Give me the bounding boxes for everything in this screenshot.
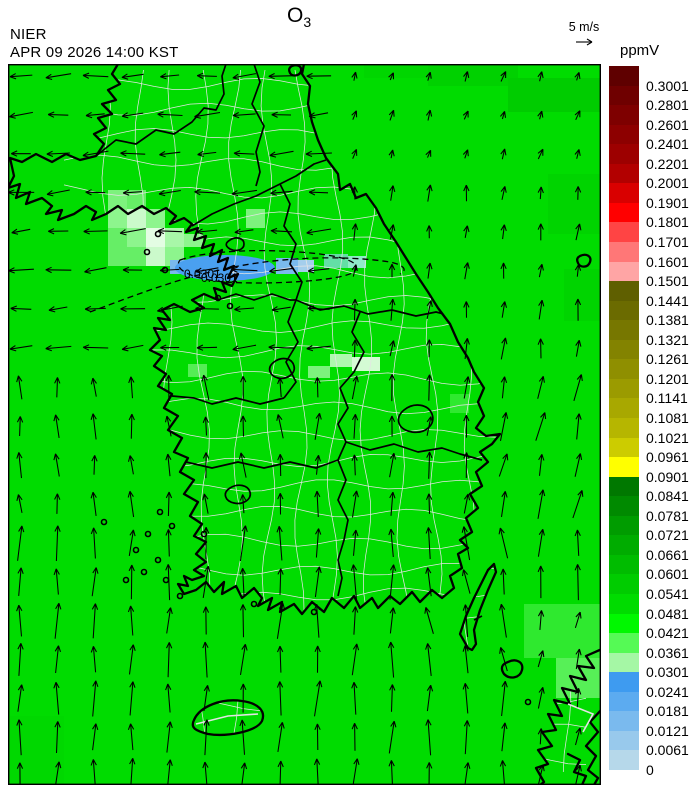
colorbar-tick-label: 0.2401 <box>646 136 689 153</box>
colorbar-segment <box>609 496 639 517</box>
colorbar-tick-label: 0.0961 <box>646 449 689 466</box>
colorbar-tick-label: 0.1141 <box>646 390 688 407</box>
colorbar-segment <box>609 711 639 732</box>
colorbar-segment <box>609 300 639 321</box>
colorbar-tick-label: 0.1701 <box>646 234 689 250</box>
dashed-contours <box>89 250 405 313</box>
colorbar-tick-label: 0 <box>646 762 654 778</box>
colorbar-segment <box>609 594 639 615</box>
colorbar-segment <box>609 418 639 439</box>
colorbar-tick-label: 0.1201 <box>646 370 689 387</box>
colorbar-segment <box>609 437 639 458</box>
colorbar-tick-label: 0.1261 <box>646 351 689 368</box>
title-subscript: 3 <box>303 14 312 31</box>
page-title: O3 <box>287 4 311 30</box>
colorbar-segment <box>609 730 639 751</box>
colorbar-tick-label: 0.2001 <box>646 175 689 192</box>
colorbar-tick-label: 0.1601 <box>646 253 689 270</box>
colorbar-tick-label: 0.0241 <box>646 683 689 700</box>
colorbar-tick-label: 0.0841 <box>646 488 689 505</box>
colorbar: 0.3001 0.2801 0.2601 0.2401 0.2201 0.2001 0.19… <box>609 66 692 778</box>
colorbar-tick-label: 0.1501 <box>646 273 689 290</box>
colorbar-segment <box>609 105 639 126</box>
colorbar-segment <box>609 124 639 145</box>
colorbar-segment <box>609 457 639 478</box>
contour-label: 0.0301 <box>184 267 221 281</box>
colorbar-segment <box>609 242 639 263</box>
colorbar-segment <box>609 163 639 184</box>
colorbar-segment <box>609 222 639 243</box>
colorbar-segment <box>609 633 639 654</box>
title-species: O <box>287 4 304 27</box>
colorbar-segment <box>609 85 639 106</box>
units-label: ppmV <box>620 42 660 59</box>
colorbar-segment <box>609 183 639 204</box>
colorbar-tick-label: 0.2601 <box>646 116 689 133</box>
colorbar-tick-label: 0.0901 <box>646 468 689 485</box>
colorbar-tick-label: 0.1321 <box>646 331 689 348</box>
colorbar-tick-label: 0.0541 <box>646 586 689 602</box>
colorbar-segment <box>609 339 639 360</box>
coastline <box>8 64 601 785</box>
colorbar-segment <box>609 515 639 536</box>
colorbar-tick-label: 0.3001 <box>646 77 689 94</box>
colorbar-segment <box>609 359 639 380</box>
field-cells <box>8 64 601 785</box>
timestamp-label: APR 09 2026 14:00 KST <box>10 44 179 61</box>
colorbar-segment <box>609 66 639 87</box>
colorbar-segment <box>609 574 639 595</box>
colorbar-tick-label: 0.0421 <box>646 625 689 642</box>
colorbar-segment <box>609 144 639 165</box>
reference-vector: 5 m/s <box>564 20 604 52</box>
colorbar-tick-label: 0.1441 <box>646 292 689 309</box>
colorbar-segment <box>609 476 639 497</box>
colorbar-tick-label: 0.1901 <box>646 194 689 211</box>
colorbar-tick-label: 0.0061 <box>646 742 689 759</box>
colorbar-segment <box>609 750 639 771</box>
colorbar-segment <box>609 320 639 341</box>
reference-vector-arrow-icon <box>576 38 593 46</box>
wind-vectors <box>8 71 584 785</box>
contour-label: 0.0301 <box>201 271 238 285</box>
colorbar-tick-label: 0.0181 <box>646 703 689 720</box>
reference-vector-label: 5 m/s <box>568 20 600 34</box>
colorbar-segment <box>609 535 639 556</box>
colorbar-tick-label: 0.0301 <box>646 664 689 681</box>
colorbar-segment <box>609 554 639 575</box>
map-frame <box>8 64 601 785</box>
colorbar-tick-label: 0.0481 <box>646 605 689 622</box>
colorbar-segment <box>609 281 639 302</box>
colorbar-tick-label: 0.2801 <box>646 97 689 114</box>
colorbar-tick-label: 0.0121 <box>646 722 689 739</box>
org-label: NIER <box>10 26 47 43</box>
colorbar-tick-label: 0.0361 <box>646 644 689 661</box>
colorbar-segment <box>609 261 639 282</box>
colorbar-tick-label: 0.2201 <box>646 155 689 172</box>
colorbar-segment <box>609 652 639 673</box>
colorbar-segment <box>609 202 639 223</box>
colorbar-tick-label: 0.0601 <box>646 566 689 583</box>
colorbar-tick-label: 0.0781 <box>646 507 689 524</box>
colorbar-tick-label: 0.0721 <box>646 527 689 544</box>
colorbar-tick-label: 0.1081 <box>646 410 689 426</box>
colorbar-tick-label: 0.1021 <box>646 429 689 446</box>
colorbar-segment <box>609 691 639 712</box>
colorbar-tick-label: 0.0661 <box>646 546 689 563</box>
colorbar-tick-label: 0.1801 <box>646 214 689 231</box>
colorbar-segment <box>609 672 639 693</box>
colorbar-segment <box>609 398 639 419</box>
colorbar-segment <box>609 613 639 634</box>
colorbar-tick-label: 0.1381 <box>646 312 689 329</box>
colorbar-segment <box>609 378 639 399</box>
